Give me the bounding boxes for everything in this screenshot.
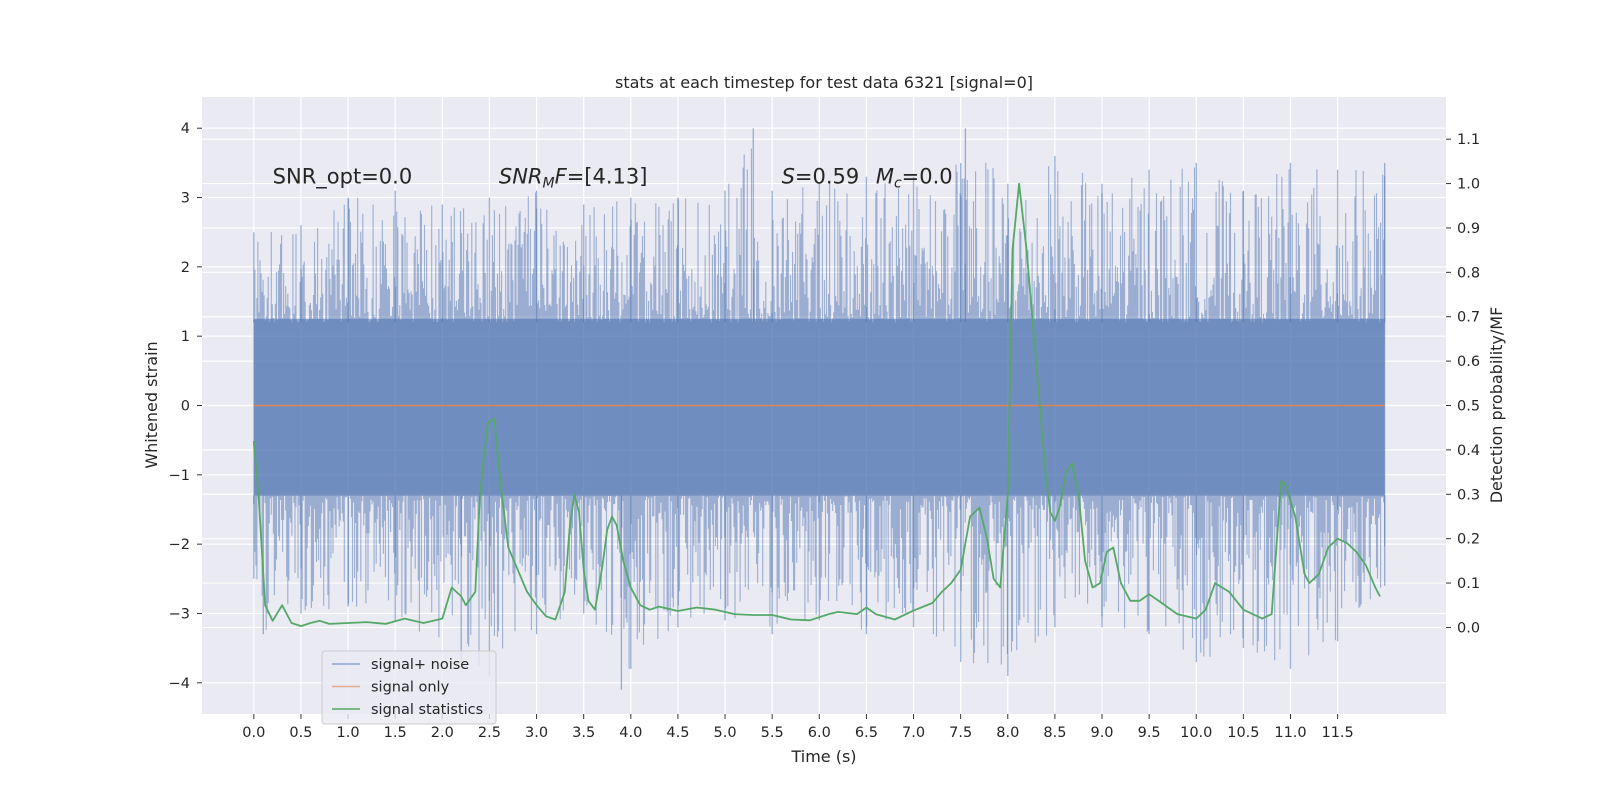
x-tick-label: 5.0 <box>714 725 737 741</box>
annotation-snr-mf-value: =[4.13] <box>567 165 648 189</box>
annotation-snr-mf-f: F <box>555 165 568 189</box>
y2-tick-label: 1.1 <box>1457 132 1480 148</box>
y2-tick-label: 0.7 <box>1457 310 1480 326</box>
x-tick-label: 10.5 <box>1227 725 1259 741</box>
y2-tick-label: 0.9 <box>1457 221 1480 237</box>
legend: signal+ noise signal only signal statistic… <box>321 650 497 725</box>
x-tick-label: 6.0 <box>808 725 831 741</box>
y-tick-label: 3 <box>181 191 190 207</box>
x-tick-label: 7.0 <box>902 725 925 741</box>
y-tick-label: −2 <box>169 537 190 553</box>
y-tick-label: 4 <box>181 121 190 137</box>
y-tick-label: 1 <box>181 329 190 345</box>
x-tick-label: 9.0 <box>1090 725 1113 741</box>
x-axis-ticks: 0.0 0.5 1.0 1.5 2.0 2.5 3.0 3.5 4.0 4.5 5.0 5.5 6.0 6… <box>242 714 1354 741</box>
x-tick-label: 2.5 <box>478 725 501 741</box>
y-tick-label: −4 <box>169 676 190 692</box>
legend-label: signal+ noise <box>371 657 469 673</box>
annotation-snr-mf: SNRMF=[4.13] <box>499 165 648 192</box>
annotation-snr-mf-sub: M <box>543 176 555 192</box>
legend-label: signal only <box>371 680 450 696</box>
y2-tick-label: 0.6 <box>1457 354 1480 370</box>
annotation-mc: Mc=0.0 <box>876 165 953 192</box>
x-axis-label: Time (s) <box>790 747 856 766</box>
x-tick-label: 3.0 <box>525 725 548 741</box>
y2-axis-label: Detection probability/MF <box>1487 307 1506 504</box>
annotation-mc-value: =0.0 <box>902 165 953 189</box>
y2-tick-label: 0.3 <box>1457 487 1480 503</box>
y2-tick-label: 0.5 <box>1457 399 1480 415</box>
legend-frame <box>321 650 497 725</box>
y2-tick-label: 0.0 <box>1457 620 1480 636</box>
y2-tick-label: 0.4 <box>1457 443 1480 459</box>
legend-label: signal statistics <box>371 702 483 718</box>
y-tick-label: −3 <box>169 606 190 622</box>
signal-statistics-series <box>252 182 1381 627</box>
noise-strokes <box>253 148 1386 669</box>
signal-statistics-line <box>252 182 1381 627</box>
y2-tick-label: 0.8 <box>1457 265 1480 281</box>
x-tick-label: 0.0 <box>242 725 265 741</box>
annotation-s: S=0.59 <box>782 165 860 189</box>
x-tick-label: 4.5 <box>666 725 689 741</box>
noise-peak-strokes <box>253 128 1386 690</box>
y-tick-label: 0 <box>181 399 190 415</box>
y2-tick-label: 0.2 <box>1457 532 1480 548</box>
x-tick-label: 2.0 <box>431 725 454 741</box>
annotation-mc-symbol: M <box>876 165 894 189</box>
y2-tick-label: 1.0 <box>1457 177 1480 193</box>
annotation-snr-opt: SNR_opt=0.0 <box>273 165 413 190</box>
y2-axis-ticks: 1.1 1.0 0.9 0.8 0.7 0.6 0.5 0.4 0.3 0.2 0.1 0.0 <box>1446 132 1480 636</box>
x-tick-label: 1.0 <box>337 725 360 741</box>
y-axis-label: Whitened strain <box>142 341 161 468</box>
x-tick-label: 8.0 <box>996 725 1019 741</box>
x-tick-label: 11.5 <box>1321 725 1353 741</box>
x-tick-label: 6.5 <box>855 725 878 741</box>
y-tick-label: 2 <box>181 260 190 276</box>
annotations: SNR_opt=0.0 SNRMF=[4.13] S=0.59 Mc=0.0 <box>273 165 953 192</box>
annotation-mc-sub: c <box>894 176 902 192</box>
annotation-s-symbol: S <box>782 165 795 189</box>
y-tick-label: −1 <box>169 468 190 484</box>
x-tick-label: 3.5 <box>572 725 595 741</box>
x-tick-label: 7.5 <box>949 725 972 741</box>
x-tick-label: 4.0 <box>619 725 642 741</box>
y-axis-ticks: 4 3 2 1 0 −1 −2 −3 −4 <box>169 121 202 692</box>
x-tick-label: 0.5 <box>289 725 312 741</box>
x-tick-label: 5.5 <box>761 725 784 741</box>
x-tick-label: 8.5 <box>1043 725 1066 741</box>
x-tick-label: 11.0 <box>1274 725 1306 741</box>
y2-tick-label: 0.1 <box>1457 576 1480 592</box>
annotation-snr-mf-base: SNR <box>499 165 543 189</box>
signal-noise-series <box>253 128 1386 690</box>
x-tick-label: 9.5 <box>1138 725 1161 741</box>
chart-title: stats at each timestep for test data 632… <box>615 73 1033 92</box>
annotation-s-value: =0.59 <box>795 165 859 189</box>
x-tick-label: 1.5 <box>384 725 407 741</box>
x-tick-label: 10.0 <box>1180 725 1212 741</box>
